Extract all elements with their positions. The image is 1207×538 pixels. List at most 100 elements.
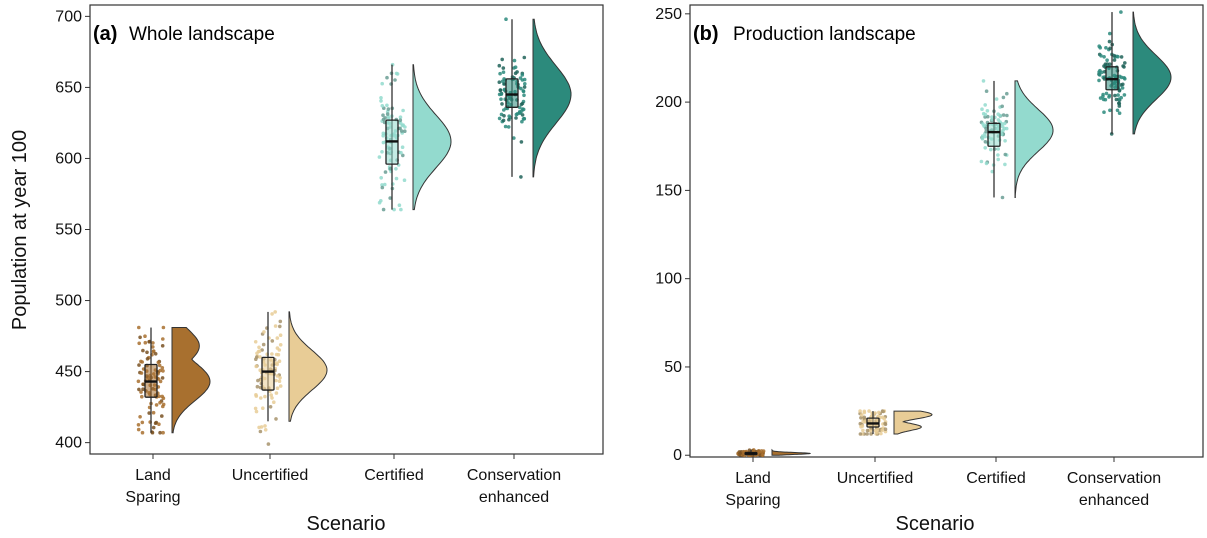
data-point [859, 413, 864, 417]
data-point [274, 391, 279, 395]
x-category-label-line2: enhanced [479, 489, 549, 506]
data-point [503, 124, 508, 129]
data-point [377, 155, 382, 159]
data-point [990, 115, 994, 119]
x-category-label: Certified [966, 470, 1026, 487]
data-point [383, 182, 387, 187]
data-point [500, 57, 505, 62]
data-point [278, 343, 283, 347]
data-point [985, 109, 990, 113]
data-point [259, 396, 263, 400]
data-point [399, 150, 403, 155]
data-point [269, 393, 274, 397]
data-point [983, 112, 988, 117]
data-point [1115, 108, 1120, 113]
data-point [984, 89, 989, 93]
data-point [880, 428, 884, 433]
data-point [379, 199, 383, 203]
data-point [379, 96, 383, 100]
data-point [141, 387, 145, 392]
data-point [876, 427, 880, 432]
data-point [278, 333, 283, 338]
data-point [143, 340, 148, 345]
data-point [882, 416, 886, 421]
data-point [859, 425, 863, 429]
data-point [1123, 61, 1127, 65]
x-category-label: Conservation [467, 467, 561, 484]
data-point [504, 17, 508, 22]
data-point [980, 136, 985, 141]
data-point [760, 453, 765, 457]
density-cloud [1014, 80, 1054, 198]
data-point [499, 92, 504, 96]
data-point [400, 145, 405, 149]
data-point [254, 409, 259, 414]
data-point [137, 325, 141, 330]
data-point [257, 425, 261, 430]
data-point [379, 99, 383, 103]
data-point [1001, 113, 1006, 117]
data-point [1117, 111, 1122, 115]
data-point [380, 81, 385, 86]
series-group [136, 325, 211, 435]
data-point [1000, 104, 1004, 109]
density-cloud [412, 64, 452, 211]
data-point [1108, 31, 1112, 36]
data-point [141, 348, 145, 353]
data-point [278, 376, 282, 380]
data-point [272, 400, 276, 405]
panel-b: (b) Production landscape Scenario 0 50 100… [655, 4, 1204, 535]
data-point [268, 405, 273, 409]
data-point [257, 345, 261, 350]
data-point [254, 355, 259, 359]
data-point [979, 159, 984, 164]
data-point [984, 161, 989, 166]
data-point [1112, 53, 1117, 58]
box [987, 122, 1001, 147]
data-point [499, 97, 503, 101]
data-point [151, 341, 155, 345]
data-point [143, 334, 147, 339]
data-point [254, 393, 258, 397]
y-tick-label: 600 [55, 150, 82, 167]
data-point [139, 390, 143, 394]
y-tick-label: 500 [55, 293, 82, 310]
data-point [1120, 86, 1125, 90]
box [261, 356, 275, 391]
data-point [278, 384, 283, 388]
data-point [154, 403, 159, 407]
data-point [138, 415, 142, 419]
data-point [1002, 121, 1007, 126]
x-category-label-line2: enhanced [1079, 492, 1149, 509]
data-point [140, 430, 145, 435]
box [505, 78, 519, 108]
data-point [258, 429, 263, 434]
data-point [401, 108, 405, 113]
density-cloud [1132, 11, 1172, 135]
data-point [137, 363, 141, 367]
data-point [502, 77, 506, 81]
data-point [161, 369, 165, 373]
data-point [981, 122, 985, 126]
data-point [869, 432, 873, 436]
series-group [377, 62, 452, 212]
data-point [1003, 152, 1008, 157]
data-point [1104, 91, 1109, 96]
data-point [1004, 126, 1009, 131]
panel-a-y-ticks: 400 450 500 550 600 650 700 [55, 8, 90, 452]
data-point [1098, 68, 1102, 73]
data-point [157, 422, 161, 427]
data-point [1122, 93, 1127, 97]
data-point [161, 325, 166, 330]
y-tick-label: 250 [655, 6, 682, 23]
y-tick-label: 100 [655, 271, 682, 288]
data-point [1005, 113, 1009, 118]
data-point [981, 79, 986, 83]
panel-a-y-axis-title: Population at year 100 [9, 130, 31, 330]
data-point [867, 409, 871, 413]
data-point [270, 352, 274, 356]
data-point [1119, 10, 1123, 14]
data-point [263, 424, 267, 428]
data-point [1108, 108, 1112, 113]
x-category-label: Certified [364, 467, 424, 484]
